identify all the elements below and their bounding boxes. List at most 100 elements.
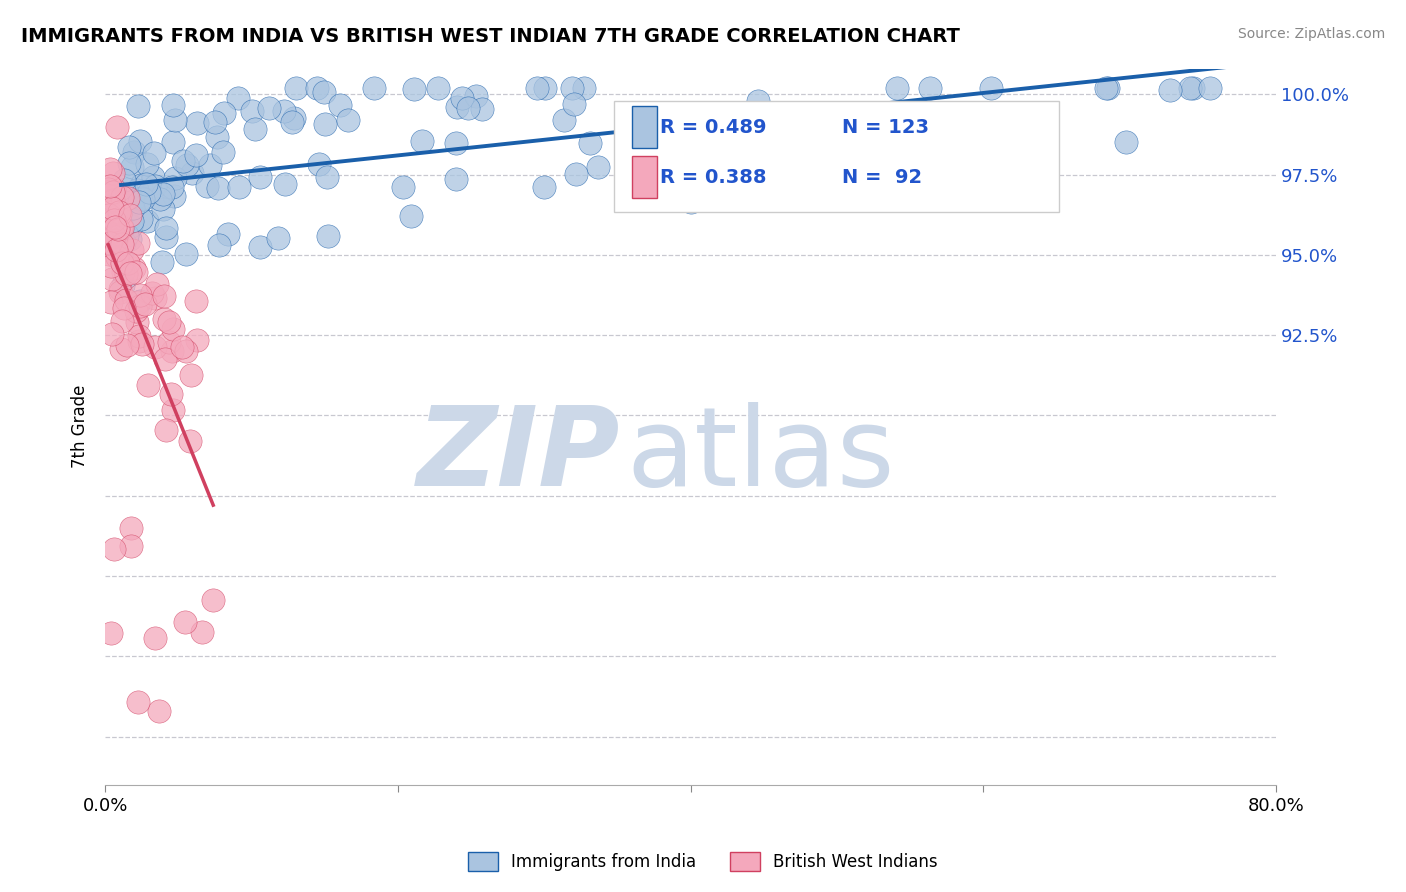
Point [121,214,143,228]
Point [117,140,139,154]
Point [153,289,176,303]
Point [111,189,134,203]
Point [207,181,229,195]
Point [98,235,121,250]
Point [249,169,271,184]
Point [533,180,555,194]
Text: IMMIGRANTS FROM INDIA VS BRITISH WEST INDIAN 7TH GRADE CORRELATION CHART: IMMIGRANTS FROM INDIA VS BRITISH WEST IN… [21,27,960,45]
Point [208,238,231,252]
Point [534,80,557,95]
Point [148,704,170,718]
Point [111,278,134,293]
Point [257,101,280,115]
Point [195,179,218,194]
Point [180,368,202,382]
Point [150,255,173,269]
Point [120,208,142,222]
Point [100,626,122,640]
Point [111,190,134,204]
Point [316,229,339,244]
Point [162,321,184,335]
Point [145,179,167,194]
Point [155,423,177,437]
Point [131,191,153,205]
Point [100,260,122,274]
Point [446,100,468,114]
Point [97,182,120,196]
Point [679,194,702,209]
Point [127,183,149,197]
Point [162,403,184,417]
Point [186,147,208,161]
Point [181,166,204,180]
Point [143,291,166,305]
Point [157,315,180,329]
Text: atlas: atlas [626,401,894,508]
Text: R = 0.489: R = 0.489 [661,118,766,136]
Point [217,227,239,241]
Point [111,265,134,279]
Point [337,112,360,127]
Point [980,80,1002,95]
Point [363,80,385,95]
Point [149,192,172,206]
Point [103,212,125,227]
Point [103,228,125,243]
Point [143,340,166,354]
Point [115,293,138,308]
Point [110,220,132,235]
Point [129,212,152,227]
Point [1181,80,1204,95]
Point [186,333,208,347]
Point [1159,83,1181,97]
Point [111,255,134,269]
Point [142,146,165,161]
Point [316,169,339,184]
Point [846,125,869,139]
Point [101,166,124,180]
Point [280,114,302,128]
Point [100,327,122,342]
Point [129,287,152,301]
Point [121,201,143,215]
Point [103,182,125,196]
Text: ZIP: ZIP [416,401,620,508]
Point [98,179,121,194]
Point [308,157,330,171]
Point [471,103,494,117]
Point [564,167,586,181]
Point [112,191,135,205]
Point [142,170,165,185]
Point [128,194,150,209]
Point [402,82,425,96]
Point [160,387,183,401]
Point [155,221,177,235]
Legend: Immigrants from India, British West Indians: Immigrants from India, British West Indi… [460,843,946,880]
Point [135,178,157,192]
Point [118,211,141,226]
Point [920,80,942,95]
Point [108,205,131,219]
Point [134,297,156,311]
Point [112,172,135,186]
Point [117,191,139,205]
Point [118,232,141,246]
Point [128,299,150,313]
Point [112,235,135,249]
Point [111,237,134,252]
Point [285,80,308,95]
Point [399,210,422,224]
Point [249,240,271,254]
Point [115,267,138,281]
Point [122,194,145,208]
Point [202,592,225,607]
Point [307,80,329,95]
Point [107,251,129,265]
Point [747,94,769,108]
Point [172,154,194,169]
Point [152,311,174,326]
Point [553,112,575,127]
Point [111,313,134,327]
Point [444,171,467,186]
Point [129,134,152,148]
